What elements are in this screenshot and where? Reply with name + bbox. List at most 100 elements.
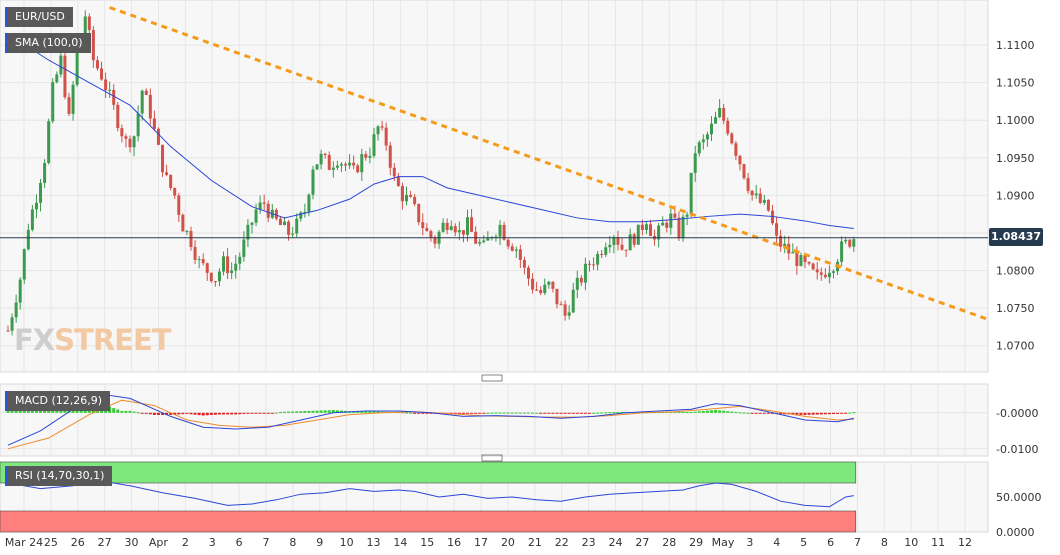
x-tick-label: 22	[555, 536, 569, 549]
macd-histogram-bar	[380, 411, 384, 413]
candle-body	[486, 237, 490, 241]
candle-body	[738, 155, 742, 165]
macd-histogram-bar	[518, 412, 522, 414]
candle-body	[628, 234, 632, 251]
macd-histogram-bar	[278, 412, 282, 414]
candle-body	[258, 202, 262, 210]
x-tick-label: 30	[125, 536, 139, 549]
candle-body	[95, 60, 99, 69]
macd-histogram-bar	[421, 412, 425, 414]
candle-body	[648, 224, 652, 236]
candle-body	[47, 121, 51, 163]
macd-histogram-bar	[766, 412, 770, 414]
candle-body	[502, 224, 506, 240]
candle-body	[709, 123, 713, 135]
x-tick-label: 6	[827, 536, 834, 549]
y-tick-label: 1.1050	[996, 77, 1035, 90]
macd-histogram-bar	[144, 412, 148, 414]
candle-body	[770, 210, 774, 224]
candle-body	[673, 213, 677, 218]
candle-body	[120, 128, 124, 137]
candle-body	[425, 227, 429, 232]
macd-histogram-bar	[734, 411, 738, 413]
x-tick-label: Mar 24	[5, 536, 43, 549]
macd-histogram-bar	[705, 410, 709, 413]
macd-histogram-bar	[783, 412, 787, 415]
macd-histogram-bar	[563, 412, 567, 414]
candle-body	[575, 277, 579, 290]
candle-body	[132, 136, 136, 148]
candle-body	[67, 97, 71, 114]
candle-body	[616, 237, 620, 245]
macd-histogram-bar	[823, 412, 827, 415]
y-tick-label: 1.0750	[996, 302, 1035, 315]
candle-body	[295, 218, 299, 234]
candle-body	[518, 249, 522, 260]
candle-body	[396, 176, 400, 187]
candle-body	[392, 167, 396, 177]
candle-body	[693, 153, 697, 173]
y-tick-label: 1.0900	[996, 189, 1035, 202]
macd-histogram-bar	[189, 412, 193, 415]
macd-y-tick-label: -0.0100	[996, 443, 1038, 456]
sma-legend[interactable]: SMA (100,0)	[5, 33, 91, 53]
macd-histogram-bar	[510, 412, 514, 414]
x-tick-label: 9	[316, 536, 323, 549]
candle-body	[624, 249, 628, 251]
macd-histogram-bar	[181, 412, 185, 415]
candle-body	[26, 229, 30, 250]
candle-body	[246, 224, 250, 240]
macd-histogram-bar	[746, 412, 750, 414]
rsi-y-tick-label: 50.0000	[996, 491, 1042, 504]
y-tick-label: 1.0700	[996, 340, 1035, 353]
candle-body	[815, 269, 819, 273]
macd-histogram-bar	[795, 412, 799, 415]
macd-histogram-bar	[425, 412, 429, 414]
candle-body	[148, 94, 152, 119]
candle-body	[63, 55, 67, 98]
macd-histogram-bar	[315, 410, 319, 413]
candle-body	[71, 84, 75, 114]
macd-histogram-bar	[287, 411, 291, 413]
rsi-legend[interactable]: RSI (14,70,30,1)	[5, 466, 113, 486]
macd-histogram-bar	[571, 412, 575, 414]
candle-body	[461, 230, 465, 235]
candle-body	[287, 221, 291, 235]
macd-histogram-bar	[575, 412, 579, 414]
candle-body	[531, 278, 535, 290]
macd-histogram-bar	[124, 410, 128, 413]
candle-body	[299, 212, 303, 219]
macd-histogram-bar	[242, 412, 246, 414]
candle-body	[104, 79, 108, 91]
macd-histogram-bar	[6, 410, 10, 413]
candle-body	[791, 252, 795, 254]
macd-histogram-bar	[852, 412, 856, 414]
candle-body	[799, 255, 803, 266]
candle-body	[596, 254, 600, 265]
panel-macd	[0, 383, 989, 457]
macd-histogram-bar	[213, 412, 217, 415]
macd-histogram-bar	[128, 410, 132, 413]
sma-line	[7, 33, 854, 229]
x-tick-label: 3	[746, 536, 753, 549]
macd-histogram-bar	[502, 412, 506, 414]
candle-body	[83, 16, 87, 35]
candle-body	[266, 203, 270, 218]
macd-histogram-bar	[165, 412, 169, 415]
candle-body	[319, 153, 323, 165]
macd-histogram-bar	[413, 412, 417, 414]
candle-body	[811, 263, 815, 270]
candle-body	[840, 241, 844, 262]
candle-body	[722, 107, 726, 121]
macd-histogram-bar	[612, 412, 616, 414]
macd-histogram-bar	[616, 412, 620, 414]
candle-body	[303, 211, 307, 213]
candle-body	[181, 214, 185, 232]
candle-body	[152, 118, 156, 129]
macd-histogram-bar	[112, 408, 116, 413]
candle-body	[466, 217, 470, 235]
candle-body	[498, 224, 502, 237]
macd-histogram-bar	[169, 412, 173, 415]
macd-histogram-bar	[299, 411, 303, 413]
macd-legend[interactable]: MACD (12,26,9)	[5, 391, 111, 411]
